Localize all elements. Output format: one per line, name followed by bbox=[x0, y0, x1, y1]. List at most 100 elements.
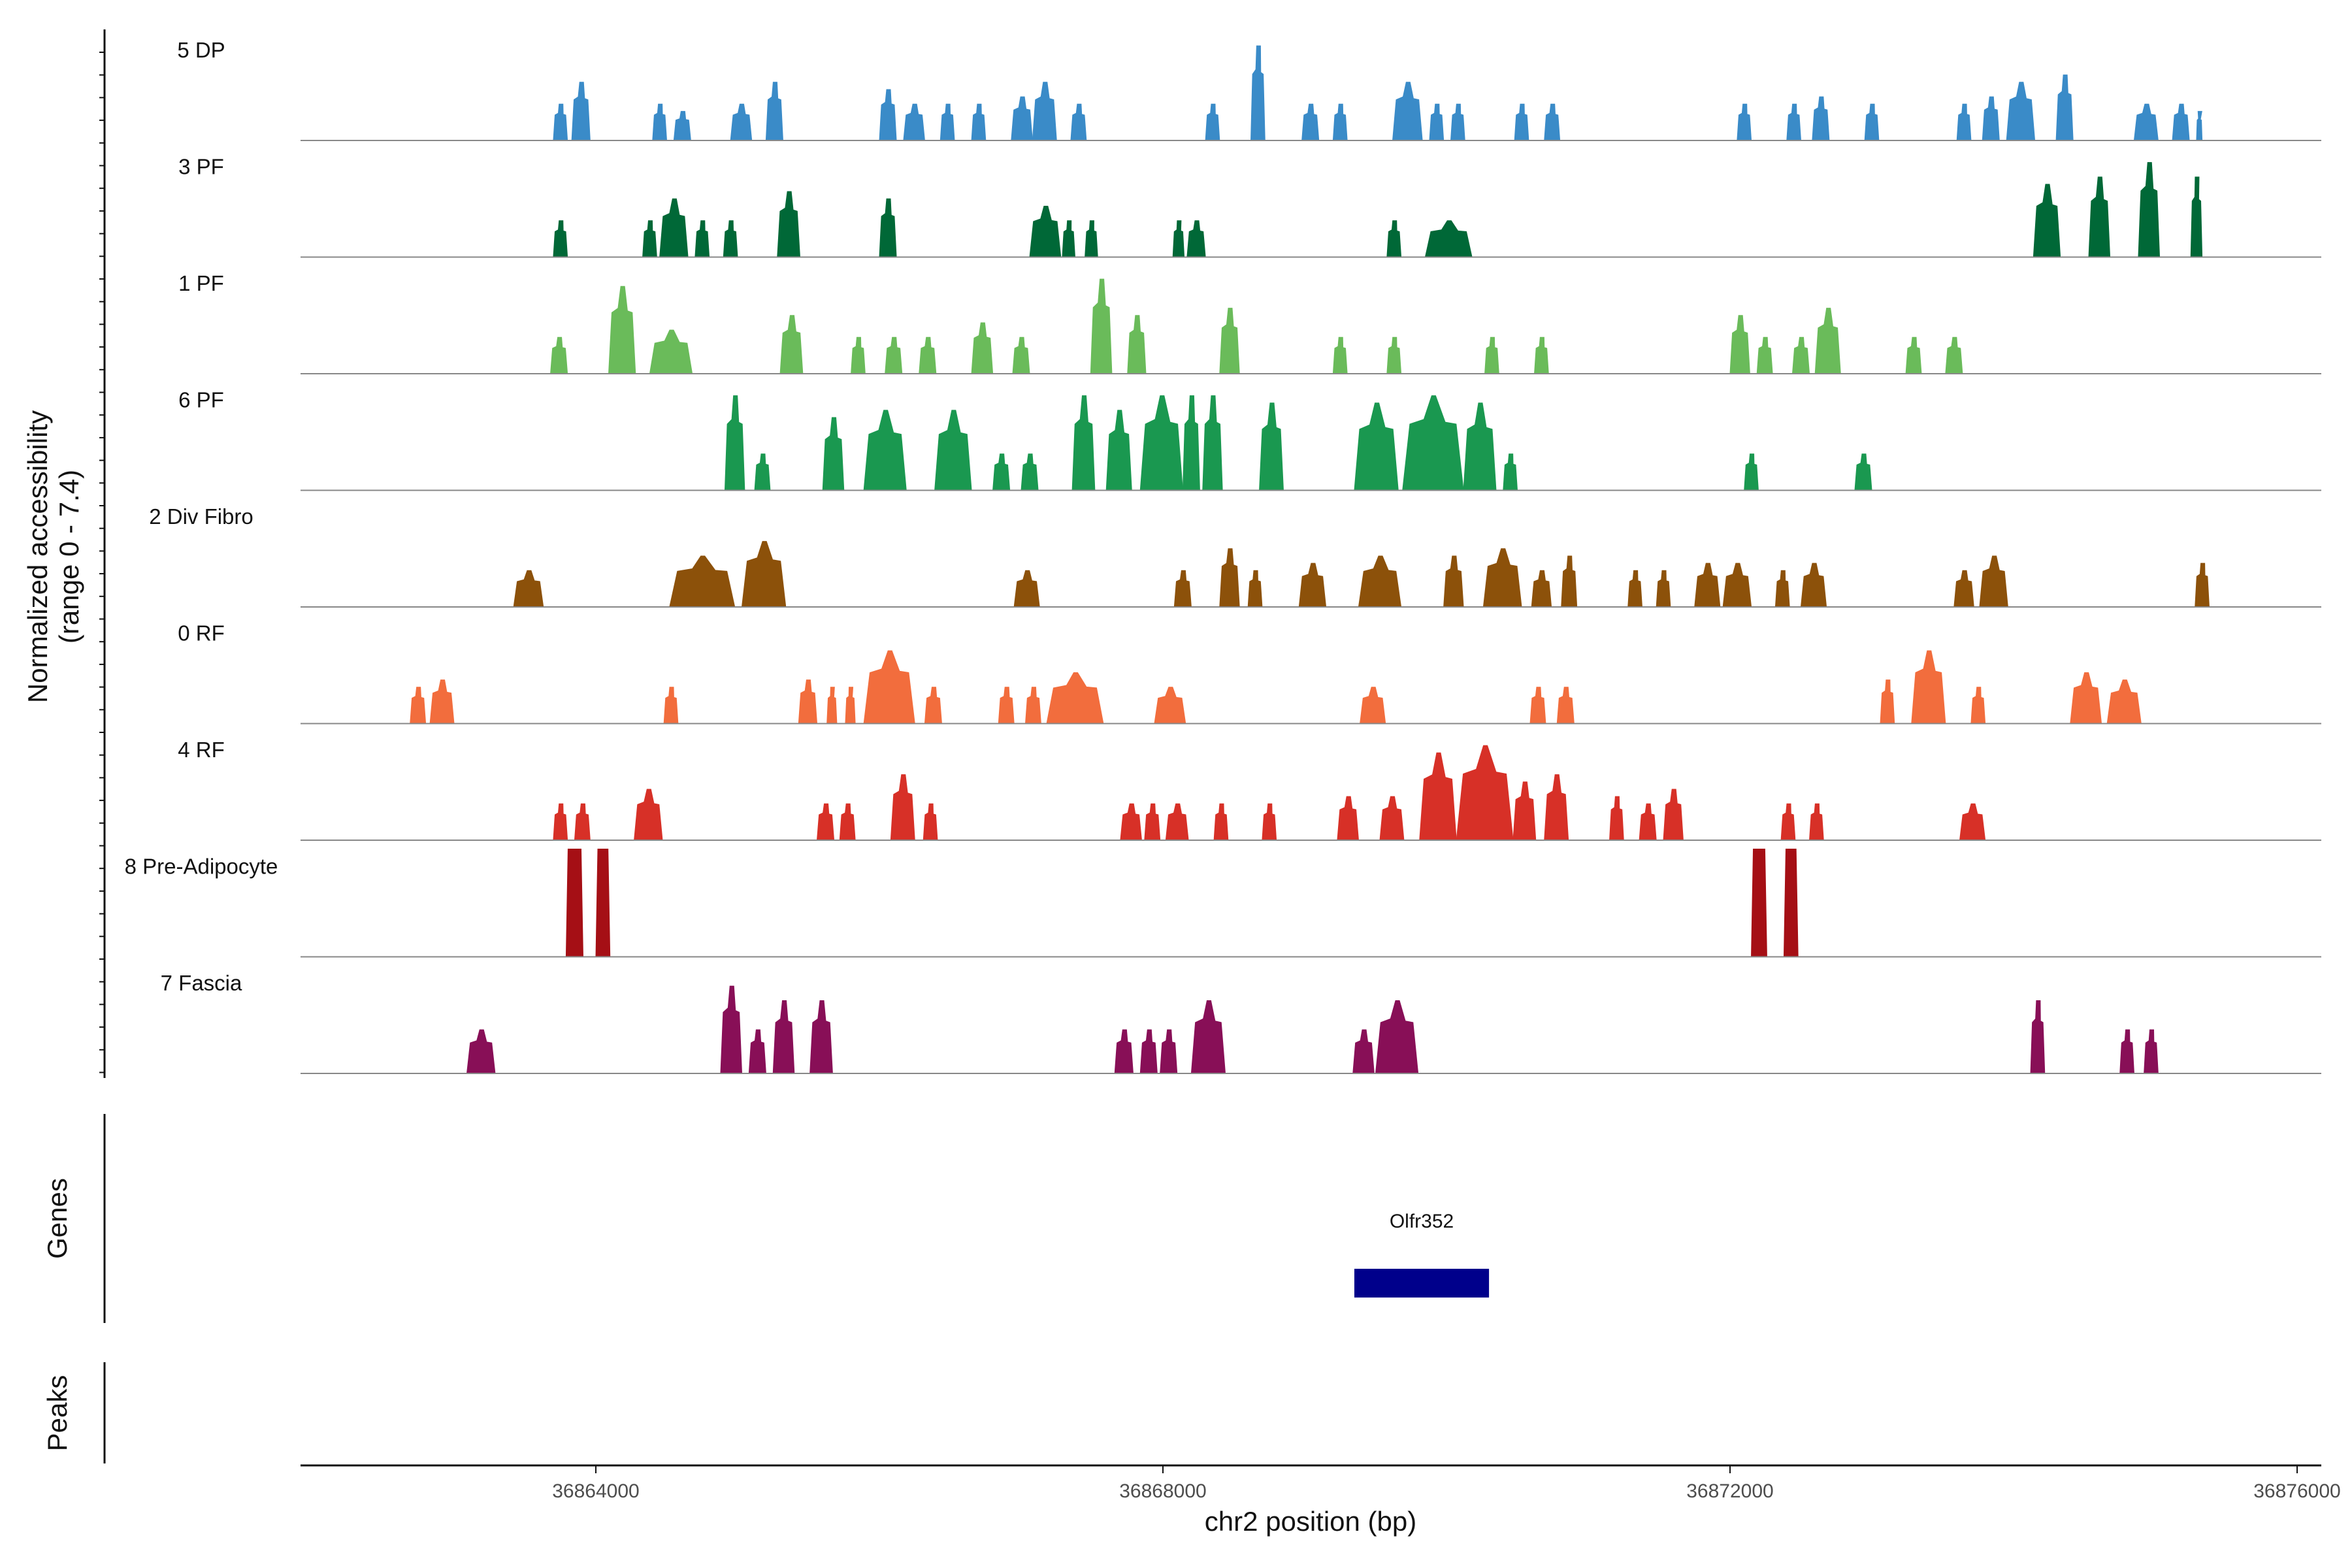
peak-0-rf-1 bbox=[429, 679, 455, 724]
peak-4-rf-6 bbox=[923, 803, 938, 841]
track-0-rf bbox=[301, 650, 2321, 725]
peak-6-pf-8 bbox=[1105, 410, 1132, 491]
peak-6-pf-6 bbox=[1021, 453, 1039, 491]
peak-7-fascia-2 bbox=[748, 1029, 766, 1074]
peak-5-dp-26 bbox=[1956, 103, 1972, 141]
peak-2-div-fibro-15 bbox=[1694, 563, 1721, 608]
peak-6-pf-16 bbox=[1503, 453, 1518, 491]
peak-1-pf-14 bbox=[1484, 336, 1499, 374]
peak-1-pf-21 bbox=[1945, 336, 1963, 374]
peak-3-pf-3 bbox=[694, 220, 710, 257]
peak-1-pf-4 bbox=[851, 336, 866, 374]
peak-1-pf-20 bbox=[1905, 336, 1922, 374]
gene-body-olfr352 bbox=[1354, 1269, 1490, 1298]
peak-7-fascia-0 bbox=[466, 1029, 496, 1074]
x-tick-label-36868000: 36868000 bbox=[1119, 1480, 1206, 1502]
peak-2-div-fibro-6 bbox=[1247, 570, 1263, 608]
peak-5-dp-27 bbox=[1982, 96, 2000, 141]
peak-4-rf-4 bbox=[839, 803, 856, 841]
peak-2-div-fibro-1 bbox=[669, 555, 736, 608]
y-axis-range: (range 0 - 7.4) bbox=[54, 470, 84, 644]
track-label-4-rf: 4 RF bbox=[178, 738, 225, 762]
peak-5-dp-6 bbox=[879, 89, 897, 141]
peak-7-fascia-1 bbox=[720, 985, 743, 1074]
peak-1-pf-9 bbox=[1090, 278, 1113, 374]
peak-5-dp-11 bbox=[1032, 82, 1057, 141]
track-label-2-div-fibro: 2 Div Fibro bbox=[149, 504, 253, 529]
peak-6-pf-0 bbox=[724, 395, 745, 491]
peak-2-div-fibro-2 bbox=[741, 541, 787, 608]
peak-0-rf-8 bbox=[998, 687, 1015, 724]
peak-6-pf-12 bbox=[1259, 402, 1284, 491]
peak-1-pf-15 bbox=[1534, 336, 1549, 374]
track-6-pf bbox=[301, 395, 2321, 491]
peak-5-dp-20 bbox=[1514, 103, 1529, 141]
peak-4-rf-19 bbox=[1639, 803, 1657, 841]
peak-0-rf-16 bbox=[1911, 650, 1946, 724]
peak-0-rf-9 bbox=[1024, 687, 1041, 724]
track-3-pf bbox=[301, 162, 2321, 258]
peak-0-rf-14 bbox=[1556, 687, 1575, 724]
peak-5-dp-28 bbox=[2006, 82, 2036, 141]
track-label-8-pre-adipocyte: 8 Pre-Adipocyte bbox=[125, 855, 278, 879]
peak-4-rf-11 bbox=[1262, 803, 1277, 841]
track-label-1-pf: 1 PF bbox=[178, 271, 224, 295]
peak-8-pre-adipocyte-1 bbox=[595, 849, 611, 957]
peak-4-rf-17 bbox=[1544, 774, 1569, 841]
peak-5-dp-0 bbox=[553, 103, 568, 141]
peak-1-pf-16 bbox=[1729, 315, 1750, 374]
peak-4-rf-20 bbox=[1663, 789, 1684, 841]
track-7-fascia bbox=[301, 985, 2321, 1074]
peak-6-pf-15 bbox=[1463, 402, 1497, 491]
peak-7-fascia-11 bbox=[2030, 1000, 2046, 1074]
peak-2-div-fibro-20 bbox=[1979, 555, 2008, 608]
peak-3-pf-12 bbox=[1386, 220, 1402, 257]
peak-4-rf-15 bbox=[1456, 745, 1514, 841]
track-4-rf bbox=[301, 745, 2321, 841]
peak-2-div-fibro-16 bbox=[1722, 563, 1752, 608]
peak-3-pf-13 bbox=[1424, 220, 1473, 257]
peak-5-dp-12 bbox=[1070, 103, 1087, 141]
track-label-5-dp: 5 DP bbox=[177, 38, 225, 62]
peak-1-pf-17 bbox=[1756, 336, 1773, 374]
peak-6-pf-2 bbox=[822, 417, 845, 491]
peak-1-pf-18 bbox=[1791, 336, 1810, 374]
peak-8-pre-adipocyte-2 bbox=[1751, 849, 1767, 957]
peak-0-rf-10 bbox=[1046, 672, 1104, 724]
peak-5-dp-16 bbox=[1332, 103, 1348, 141]
peak-2-div-fibro-19 bbox=[1953, 570, 1974, 608]
peak-3-pf-7 bbox=[1029, 205, 1062, 257]
peak-5-dp-19 bbox=[1450, 103, 1465, 141]
peak-4-rf-16 bbox=[1512, 781, 1537, 841]
peak-2-div-fibro-18 bbox=[1800, 563, 1827, 608]
peak-1-pf-2 bbox=[649, 329, 693, 374]
x-axis-ticks: 36864000 36868000 36872000 36876000 bbox=[552, 1465, 2341, 1502]
peak-1-pf-13 bbox=[1386, 336, 1402, 374]
peak-7-fascia-12 bbox=[2119, 1029, 2134, 1074]
peak-6-pf-13 bbox=[1354, 402, 1399, 491]
peak-0-rf-5 bbox=[845, 687, 856, 724]
track-1-pf bbox=[301, 278, 2321, 374]
peak-4-rf-7 bbox=[1120, 803, 1143, 841]
peak-5-dp-7 bbox=[903, 103, 925, 141]
peak-5-dp-15 bbox=[1301, 103, 1320, 141]
peak-3-pf-1 bbox=[642, 220, 657, 257]
peak-1-pf-1 bbox=[608, 286, 636, 374]
peak-3-pf-9 bbox=[1085, 220, 1098, 257]
accessibility-axis-ticks bbox=[99, 52, 105, 1073]
peak-4-rf-13 bbox=[1379, 796, 1405, 841]
peak-3-pf-8 bbox=[1062, 220, 1075, 257]
peak-2-div-fibro-0 bbox=[513, 570, 544, 608]
peak-7-fascia-8 bbox=[1190, 1000, 1226, 1074]
track-label-6-pf: 6 PF bbox=[178, 388, 224, 412]
peak-4-rf-0 bbox=[553, 803, 568, 841]
peak-0-rf-13 bbox=[1529, 687, 1546, 724]
peak-5-dp-9 bbox=[971, 103, 987, 141]
peak-2-div-fibro-11 bbox=[1531, 570, 1552, 608]
peak-4-rf-18 bbox=[1609, 796, 1624, 841]
peak-0-rf-19 bbox=[2106, 679, 2142, 724]
peak-8-pre-adipocyte-3 bbox=[1783, 849, 1799, 957]
peak-7-fascia-13 bbox=[2144, 1029, 2159, 1074]
peak-0-rf-11 bbox=[1154, 687, 1186, 724]
peak-5-dp-5 bbox=[765, 82, 783, 141]
